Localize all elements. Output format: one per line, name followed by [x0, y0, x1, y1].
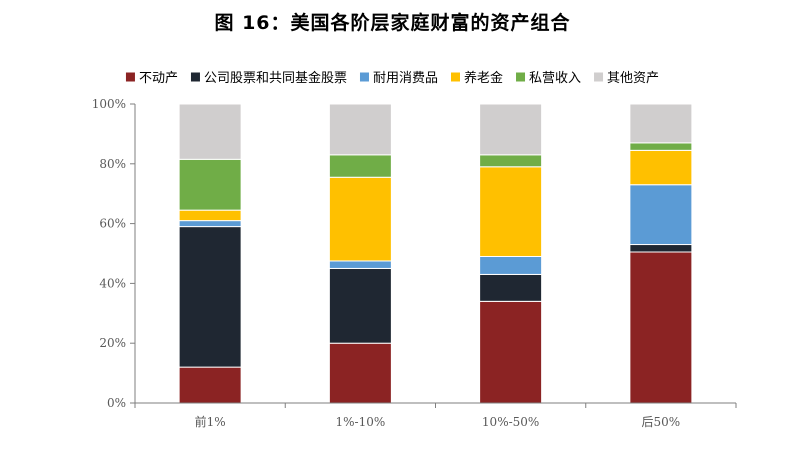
bar-segment — [629, 103, 693, 144]
bar-segment — [178, 209, 242, 222]
x-tick-label: 10%-50% — [482, 415, 539, 429]
legend-swatch — [516, 72, 526, 82]
legend-label: 其他资产 — [607, 71, 659, 86]
y-tick-label: 60% — [99, 217, 126, 231]
bar-segment — [178, 158, 242, 211]
y-tick-label: 20% — [99, 336, 126, 350]
bar-segment — [328, 176, 392, 262]
legend-label: 耐用消费品 — [373, 71, 438, 86]
legend-label: 公司股票和共同基金股票 — [204, 70, 347, 86]
legend-swatch — [594, 72, 604, 82]
legend-swatch — [190, 72, 200, 82]
bar-segment — [328, 103, 392, 156]
legend-label: 私营收入 — [529, 71, 581, 86]
bar-segment — [328, 267, 392, 344]
x-axis: 前1% 1%-10% 10%-50% 后50% — [134, 402, 737, 429]
y-axis: 0% 20% 40% 60% 80% 100% — [92, 97, 136, 410]
y-tick-label: 40% — [99, 276, 126, 290]
y-tick-label: 80% — [99, 157, 126, 171]
y-tick-label: 0% — [107, 396, 126, 410]
y-tick-label: 100% — [92, 97, 126, 111]
legend-swatch — [125, 72, 135, 82]
chart-title: 图 16：美国各阶层家庭财富的资产组合 — [214, 12, 571, 34]
legend: 不动产 公司股票和共同基金股票 耐用消费品 养老金 私营收入 其他资产 — [125, 70, 659, 86]
bar-segment — [178, 220, 242, 228]
bar-segment — [479, 154, 543, 168]
bar-segment — [328, 260, 392, 269]
bar-segment — [178, 226, 242, 368]
legend-swatch — [451, 72, 460, 82]
bar-segment — [178, 103, 242, 160]
bar-segment — [328, 154, 392, 178]
bar-segment — [629, 251, 693, 404]
x-tick-label: 1%-10% — [335, 415, 385, 429]
legend-swatch — [359, 72, 369, 82]
bars — [178, 103, 693, 404]
bar-segment — [629, 184, 693, 246]
bar-segment — [479, 255, 543, 275]
bar-segment — [629, 244, 693, 253]
bar-segment — [479, 273, 543, 302]
bar-segment — [479, 166, 543, 257]
bar-segment — [629, 142, 693, 151]
bar-segment — [178, 366, 242, 404]
bar-segment — [479, 300, 543, 404]
bar-segment — [328, 342, 392, 404]
legend-label: 不动产 — [139, 71, 178, 86]
x-tick-label: 后50% — [642, 415, 681, 429]
bar-segment — [629, 149, 693, 186]
legend-label: 养老金 — [464, 70, 503, 86]
bar-segment — [479, 103, 543, 156]
x-tick-label: 前1% — [195, 414, 226, 429]
